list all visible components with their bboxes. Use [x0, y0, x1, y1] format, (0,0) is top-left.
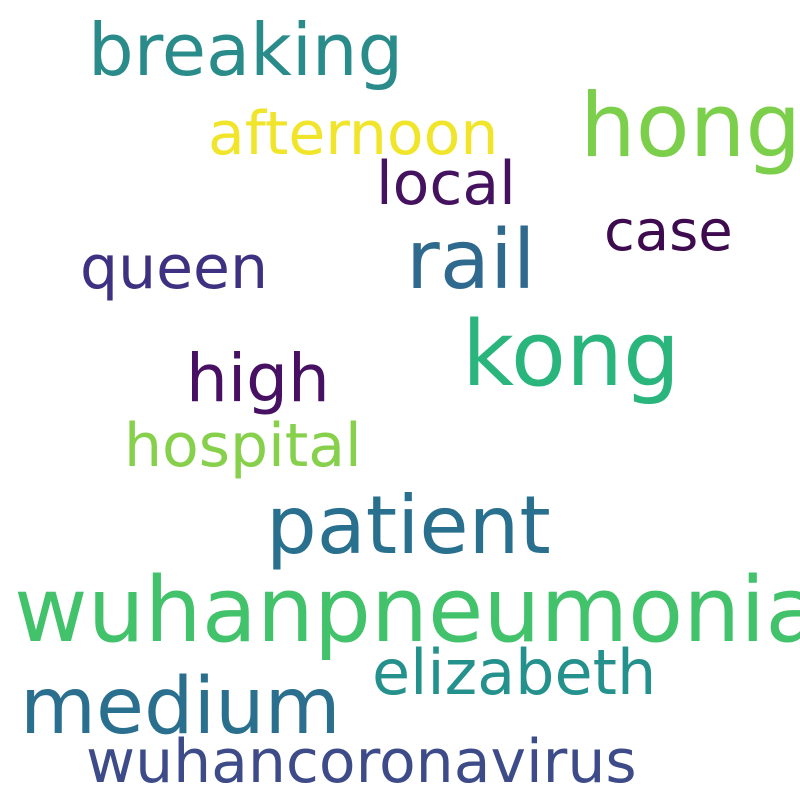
word-high: high [186, 340, 330, 417]
word-breaking: breaking [88, 8, 404, 92]
word-medium: medium [20, 662, 341, 752]
word-case: case [604, 199, 733, 264]
word-kong: kong [462, 302, 681, 407]
word-afternoon: afternoon [208, 99, 499, 169]
word-hong: hong [580, 74, 800, 177]
word-local: local [376, 149, 516, 219]
word-rail: rail [406, 213, 536, 308]
word-queen: queen [80, 233, 268, 303]
word-wuhancoronavirus: wuhancoronavirus [86, 727, 637, 797]
word-wuhanpneumonia: wuhanpneumonia [14, 558, 800, 663]
word-elizabeth: elizabeth [372, 636, 657, 709]
word-patient: patient [266, 479, 551, 572]
word-hospital: hospital [124, 411, 362, 481]
